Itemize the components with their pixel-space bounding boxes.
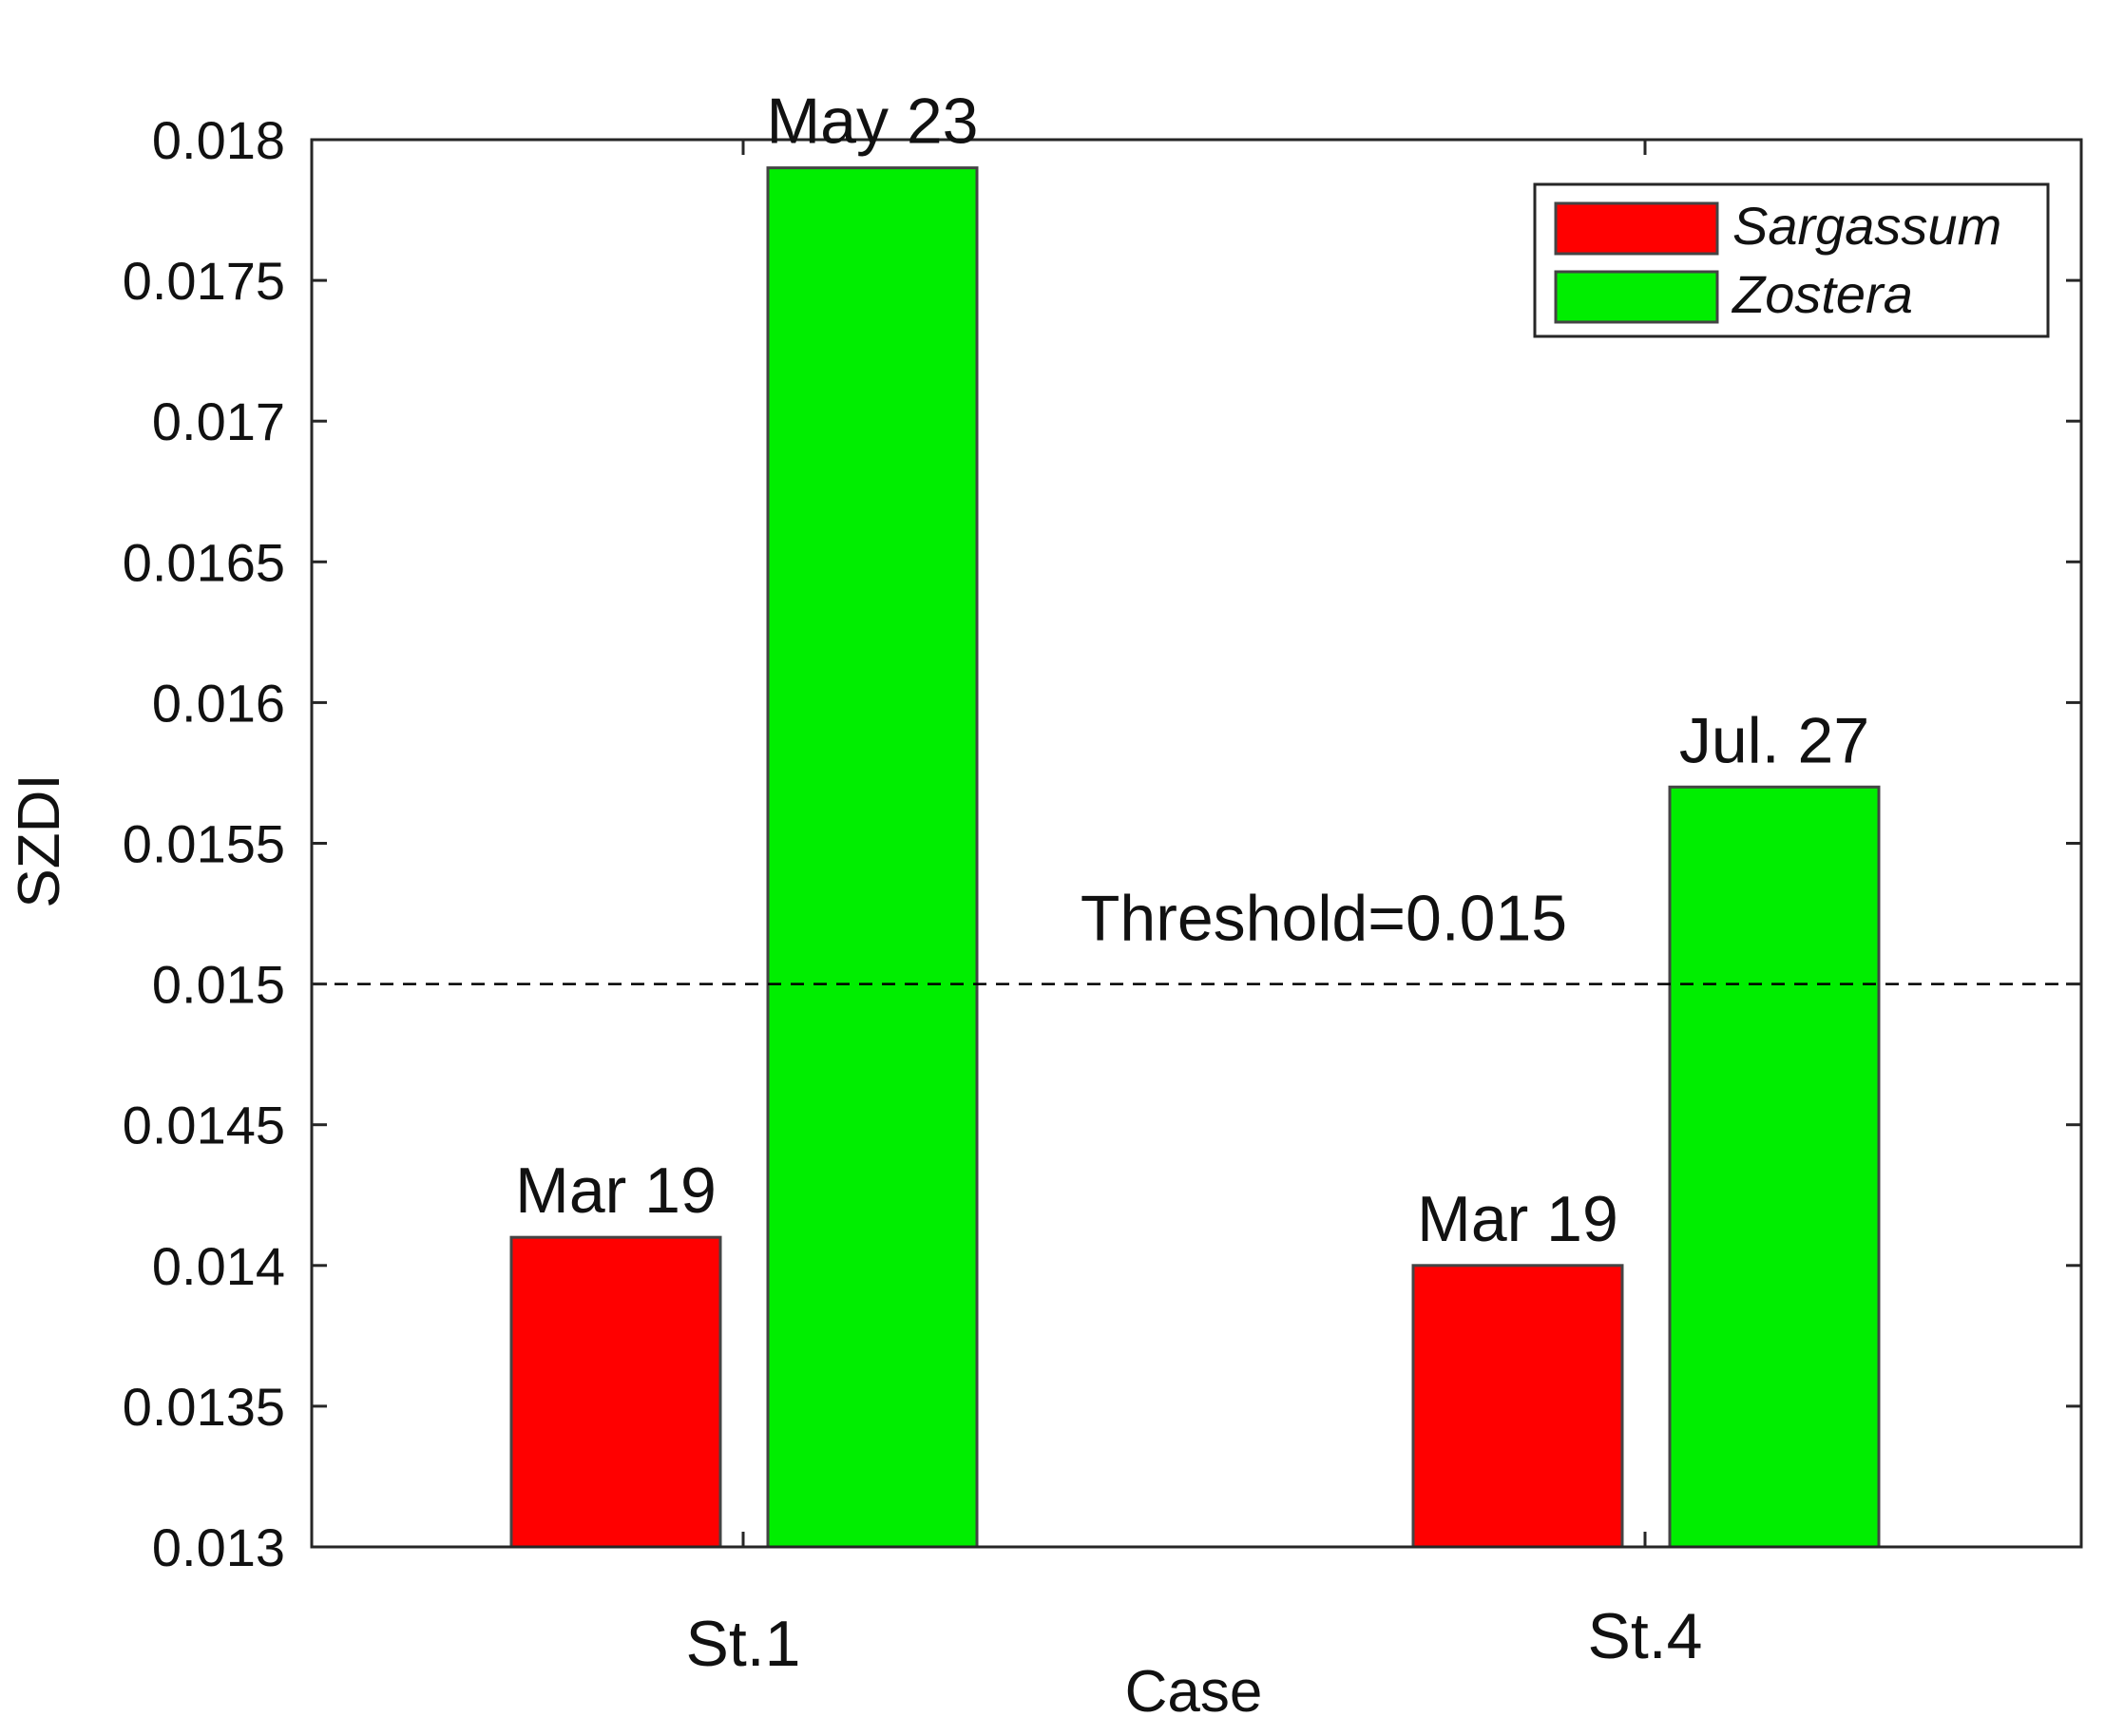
x-axis-title: Case bbox=[1125, 1659, 1263, 1725]
bar-zostera-st1 bbox=[766, 166, 979, 1549]
y-tick-label: 0.015 bbox=[152, 955, 285, 1015]
bar-sargassum-st4 bbox=[1411, 1264, 1624, 1549]
data-label: Mar 19 bbox=[515, 1154, 717, 1227]
y-tick-label: 0.0155 bbox=[123, 814, 285, 874]
data-label: Mar 19 bbox=[1417, 1183, 1618, 1255]
data-label: May 23 bbox=[767, 86, 979, 158]
x-tick-label: St.1 bbox=[686, 1608, 801, 1680]
y-tick-label: 0.014 bbox=[152, 1236, 285, 1296]
y-tick-label: 0.013 bbox=[152, 1517, 285, 1577]
y-tick-label: 0.018 bbox=[152, 110, 285, 170]
y-tick-label: 0.0145 bbox=[123, 1096, 285, 1155]
legend-swatch-sargassum bbox=[1554, 201, 1719, 256]
y-tick-label: 0.0135 bbox=[123, 1377, 285, 1437]
bar-sargassum-st1 bbox=[509, 1235, 722, 1549]
y-tick-label: 0.016 bbox=[152, 673, 285, 733]
y-tick-label: 0.017 bbox=[152, 391, 285, 451]
bar-zostera-st4 bbox=[1668, 785, 1881, 1549]
threshold-label: Threshold=0.015 bbox=[1081, 883, 1567, 955]
legend-swatch-zostera bbox=[1554, 270, 1719, 324]
data-label: Jul. 27 bbox=[1679, 704, 1869, 776]
y-tick-label: 0.0165 bbox=[123, 532, 285, 592]
y-tick-label: 0.0175 bbox=[123, 251, 285, 311]
legend-label-sargassum: Sargassum bbox=[1732, 196, 2001, 256]
x-tick-label: St.4 bbox=[1588, 1600, 1703, 1672]
y-axis-title: SZDI bbox=[7, 773, 72, 907]
legend-label-zostera: Zostera bbox=[1731, 264, 1913, 324]
